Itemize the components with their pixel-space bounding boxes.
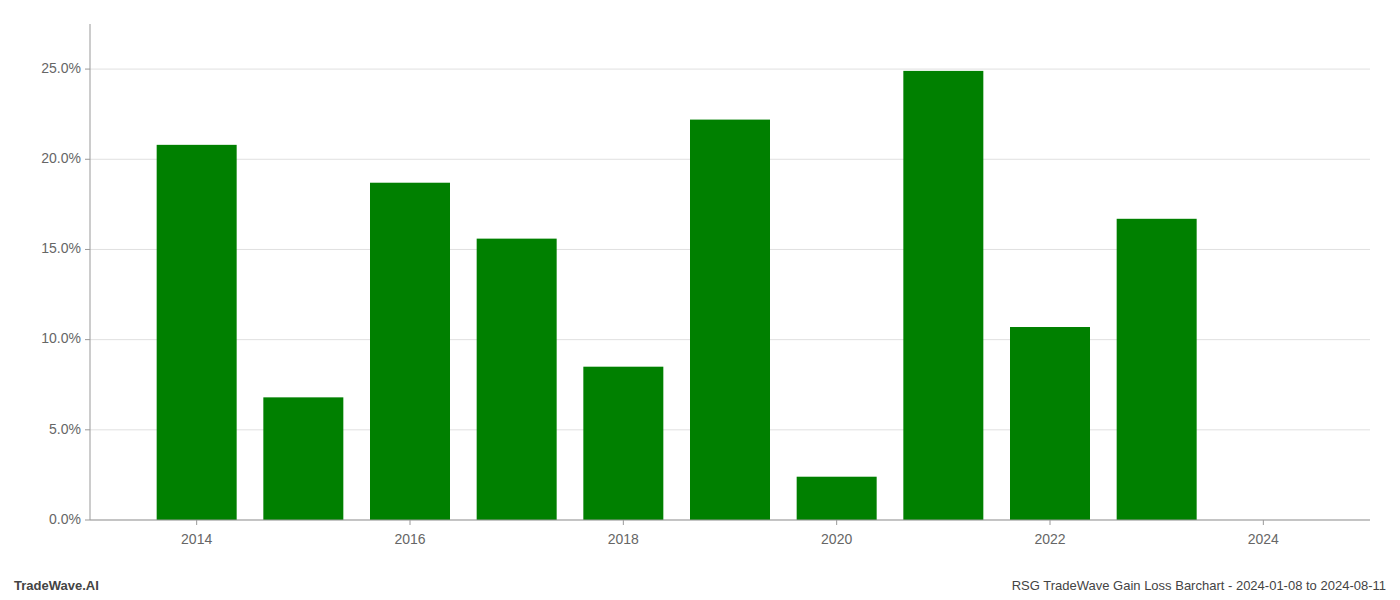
bar [797,477,877,520]
x-tick-label: 2022 [1034,531,1065,547]
y-tick-label: 20.0% [41,150,81,166]
bar [370,183,450,520]
grid-line [90,69,1370,70]
x-tick [1263,520,1264,525]
bar [477,239,557,520]
y-tick-label: 5.0% [49,421,81,437]
bars [157,71,1197,520]
y-tick-label: 25.0% [41,60,81,76]
y-tick [85,69,90,70]
bar [583,367,663,520]
bar [690,120,770,520]
y-tick-label: 15.0% [41,240,81,256]
y-tick [85,429,90,430]
x-axis: 2014 2016 2018 2020 2022 2024 [90,520,1370,547]
x-tick-label: 2018 [608,531,639,547]
bar [157,145,237,520]
x-tick [196,520,197,525]
y-axis-line [90,24,91,520]
x-tick [836,520,837,525]
background [0,0,1400,600]
y-tick [85,159,90,160]
bar [1117,219,1197,520]
y-tick [85,520,90,521]
bar [263,397,343,520]
x-tick [1050,520,1051,525]
footer-right: RSG TradeWave Gain Loss Barchart - 2024-… [1012,578,1386,593]
bar [1010,327,1090,520]
x-tick-label: 2024 [1248,531,1279,547]
y-tick-label: 0.0% [49,511,81,527]
y-tick-label: 10.0% [41,330,81,346]
x-tick [410,520,411,525]
grid-line [90,520,1370,521]
bar [903,71,983,520]
chart: 0.0% 5.0% 10.0% 15.0% 20.0% 25.0% 2014 2016 2018… [0,0,1400,600]
x-tick-label: 2016 [394,531,425,547]
x-tick [623,520,624,525]
footer-left: TradeWave.AI [14,578,99,593]
x-tick-label: 2020 [821,531,852,547]
grid [90,69,1370,520]
x-tick-label: 2014 [181,531,212,547]
y-tick [85,249,90,250]
x-axis-line [90,520,1370,521]
y-tick [85,339,90,340]
y-axis: 0.0% 5.0% 10.0% 15.0% 20.0% 25.0% [41,24,90,527]
